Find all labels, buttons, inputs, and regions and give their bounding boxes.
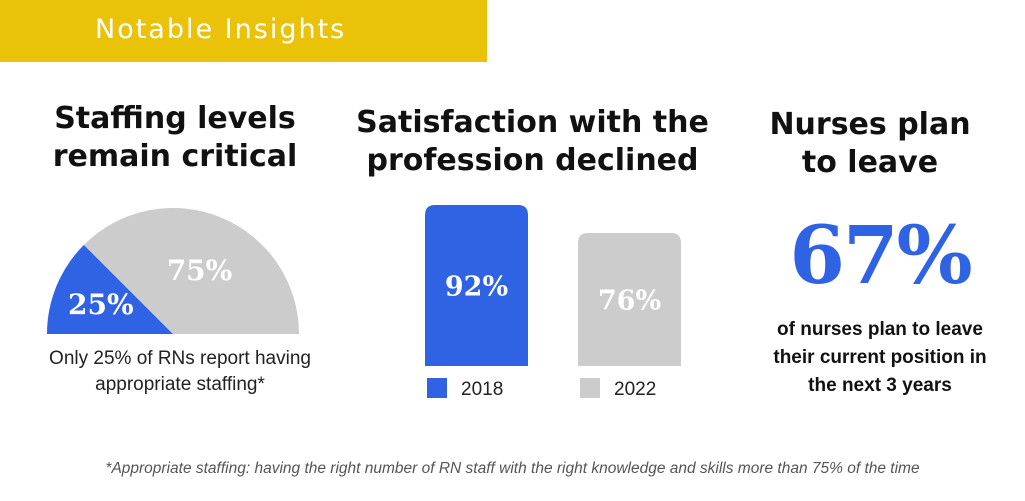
footnote: *Appropriate staffing: having the right … — [105, 460, 920, 477]
bar-label-2022: 76% — [598, 286, 661, 317]
satisfaction-bar-chart: 92% 2018 76% 2022 — [425, 205, 681, 400]
bar-2022 — [578, 233, 681, 366]
leaving-caption-line3: the next 3 years — [808, 375, 952, 396]
legend-swatch-2018 — [427, 378, 447, 398]
satisfaction-heading-line1: Satisfaction with the — [356, 105, 709, 140]
leaving-caption-line1: of nurses plan to leave — [777, 319, 983, 340]
leaving-heading-line1: Nurses plan — [769, 107, 971, 142]
gauge-label-0: 25% — [68, 288, 134, 321]
staffing-gauge-chart: 25% 75% — [47, 207, 300, 334]
staffing-caption-line1: Only 25% of RNs report having — [49, 348, 311, 369]
leaving-percentage: 67% — [789, 208, 972, 302]
banner-title: Notable Insights — [95, 14, 347, 45]
satisfaction-heading-line2: profession declined — [366, 143, 699, 178]
staffing-heading: Staffing levels remain critical — [20, 100, 330, 176]
bar-2018 — [425, 205, 528, 366]
banner: Notable Insights — [0, 0, 487, 62]
legend-label-2018: 2018 — [461, 379, 503, 400]
staffing-heading-line1: Staffing levels — [54, 101, 296, 136]
leaving-heading-line2: to leave — [801, 145, 939, 180]
gauge-label-1: 75% — [167, 254, 233, 287]
satisfaction-heading: Satisfaction with the profession decline… — [345, 104, 720, 180]
gauge-slice-0 — [47, 244, 173, 334]
bar-label-2018: 92% — [445, 272, 508, 303]
legend-swatch-2022 — [580, 378, 600, 398]
leaving-heading: Nurses plan to leave — [730, 106, 1010, 182]
staffing-caption-line2: appropriate staffing* — [95, 374, 265, 395]
staffing-caption: Only 25% of RNs report having appropriat… — [20, 346, 340, 398]
leaving-caption-line2: their current position in — [773, 347, 987, 368]
staffing-heading-line2: remain critical — [52, 139, 298, 174]
gauge-slice-1 — [83, 207, 300, 334]
legend-label-2022: 2022 — [614, 379, 656, 400]
leaving-caption: of nurses plan to leave their current po… — [740, 316, 1020, 400]
